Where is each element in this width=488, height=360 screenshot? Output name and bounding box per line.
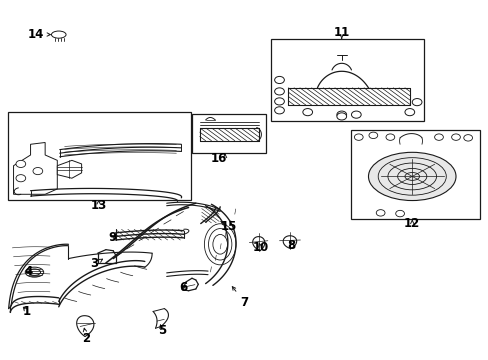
Circle shape [336, 111, 346, 118]
Text: 14: 14 [27, 28, 50, 41]
Text: 4: 4 [24, 265, 32, 278]
Text: 10: 10 [252, 241, 268, 255]
Text: 6: 6 [179, 281, 187, 294]
Text: 12: 12 [403, 217, 420, 230]
Ellipse shape [28, 269, 41, 275]
Text: 15: 15 [220, 220, 236, 233]
Text: 13: 13 [90, 198, 106, 212]
Ellipse shape [25, 267, 43, 277]
Text: 16: 16 [211, 152, 227, 165]
Circle shape [16, 175, 26, 182]
Circle shape [354, 134, 363, 140]
Circle shape [16, 160, 26, 167]
Circle shape [375, 210, 384, 216]
Bar [192, 114, 266, 153]
Circle shape [368, 132, 377, 139]
Circle shape [404, 109, 414, 116]
Bar [271, 39, 424, 121]
Bar [351, 130, 479, 219]
Circle shape [434, 134, 443, 140]
Circle shape [274, 88, 284, 95]
Circle shape [395, 210, 404, 217]
Circle shape [463, 135, 471, 141]
Circle shape [33, 167, 42, 175]
Circle shape [385, 134, 394, 140]
Bar [8, 112, 191, 200]
Ellipse shape [368, 152, 455, 201]
Circle shape [274, 107, 284, 114]
Circle shape [274, 76, 284, 84]
Text: 9: 9 [108, 231, 116, 244]
Circle shape [451, 134, 459, 140]
Circle shape [351, 111, 361, 118]
Text: 1: 1 [22, 305, 31, 318]
Circle shape [336, 113, 346, 120]
Text: 5: 5 [158, 324, 165, 337]
Circle shape [274, 98, 284, 105]
Polygon shape [14, 143, 57, 194]
Text: 11: 11 [333, 26, 349, 39]
Text: 7: 7 [232, 287, 248, 309]
Polygon shape [57, 160, 81, 178]
Circle shape [411, 99, 421, 106]
Text: 8: 8 [287, 239, 295, 252]
Circle shape [302, 109, 312, 116]
Ellipse shape [51, 31, 66, 38]
Text: 2: 2 [82, 328, 90, 346]
Text: 3: 3 [90, 257, 102, 270]
